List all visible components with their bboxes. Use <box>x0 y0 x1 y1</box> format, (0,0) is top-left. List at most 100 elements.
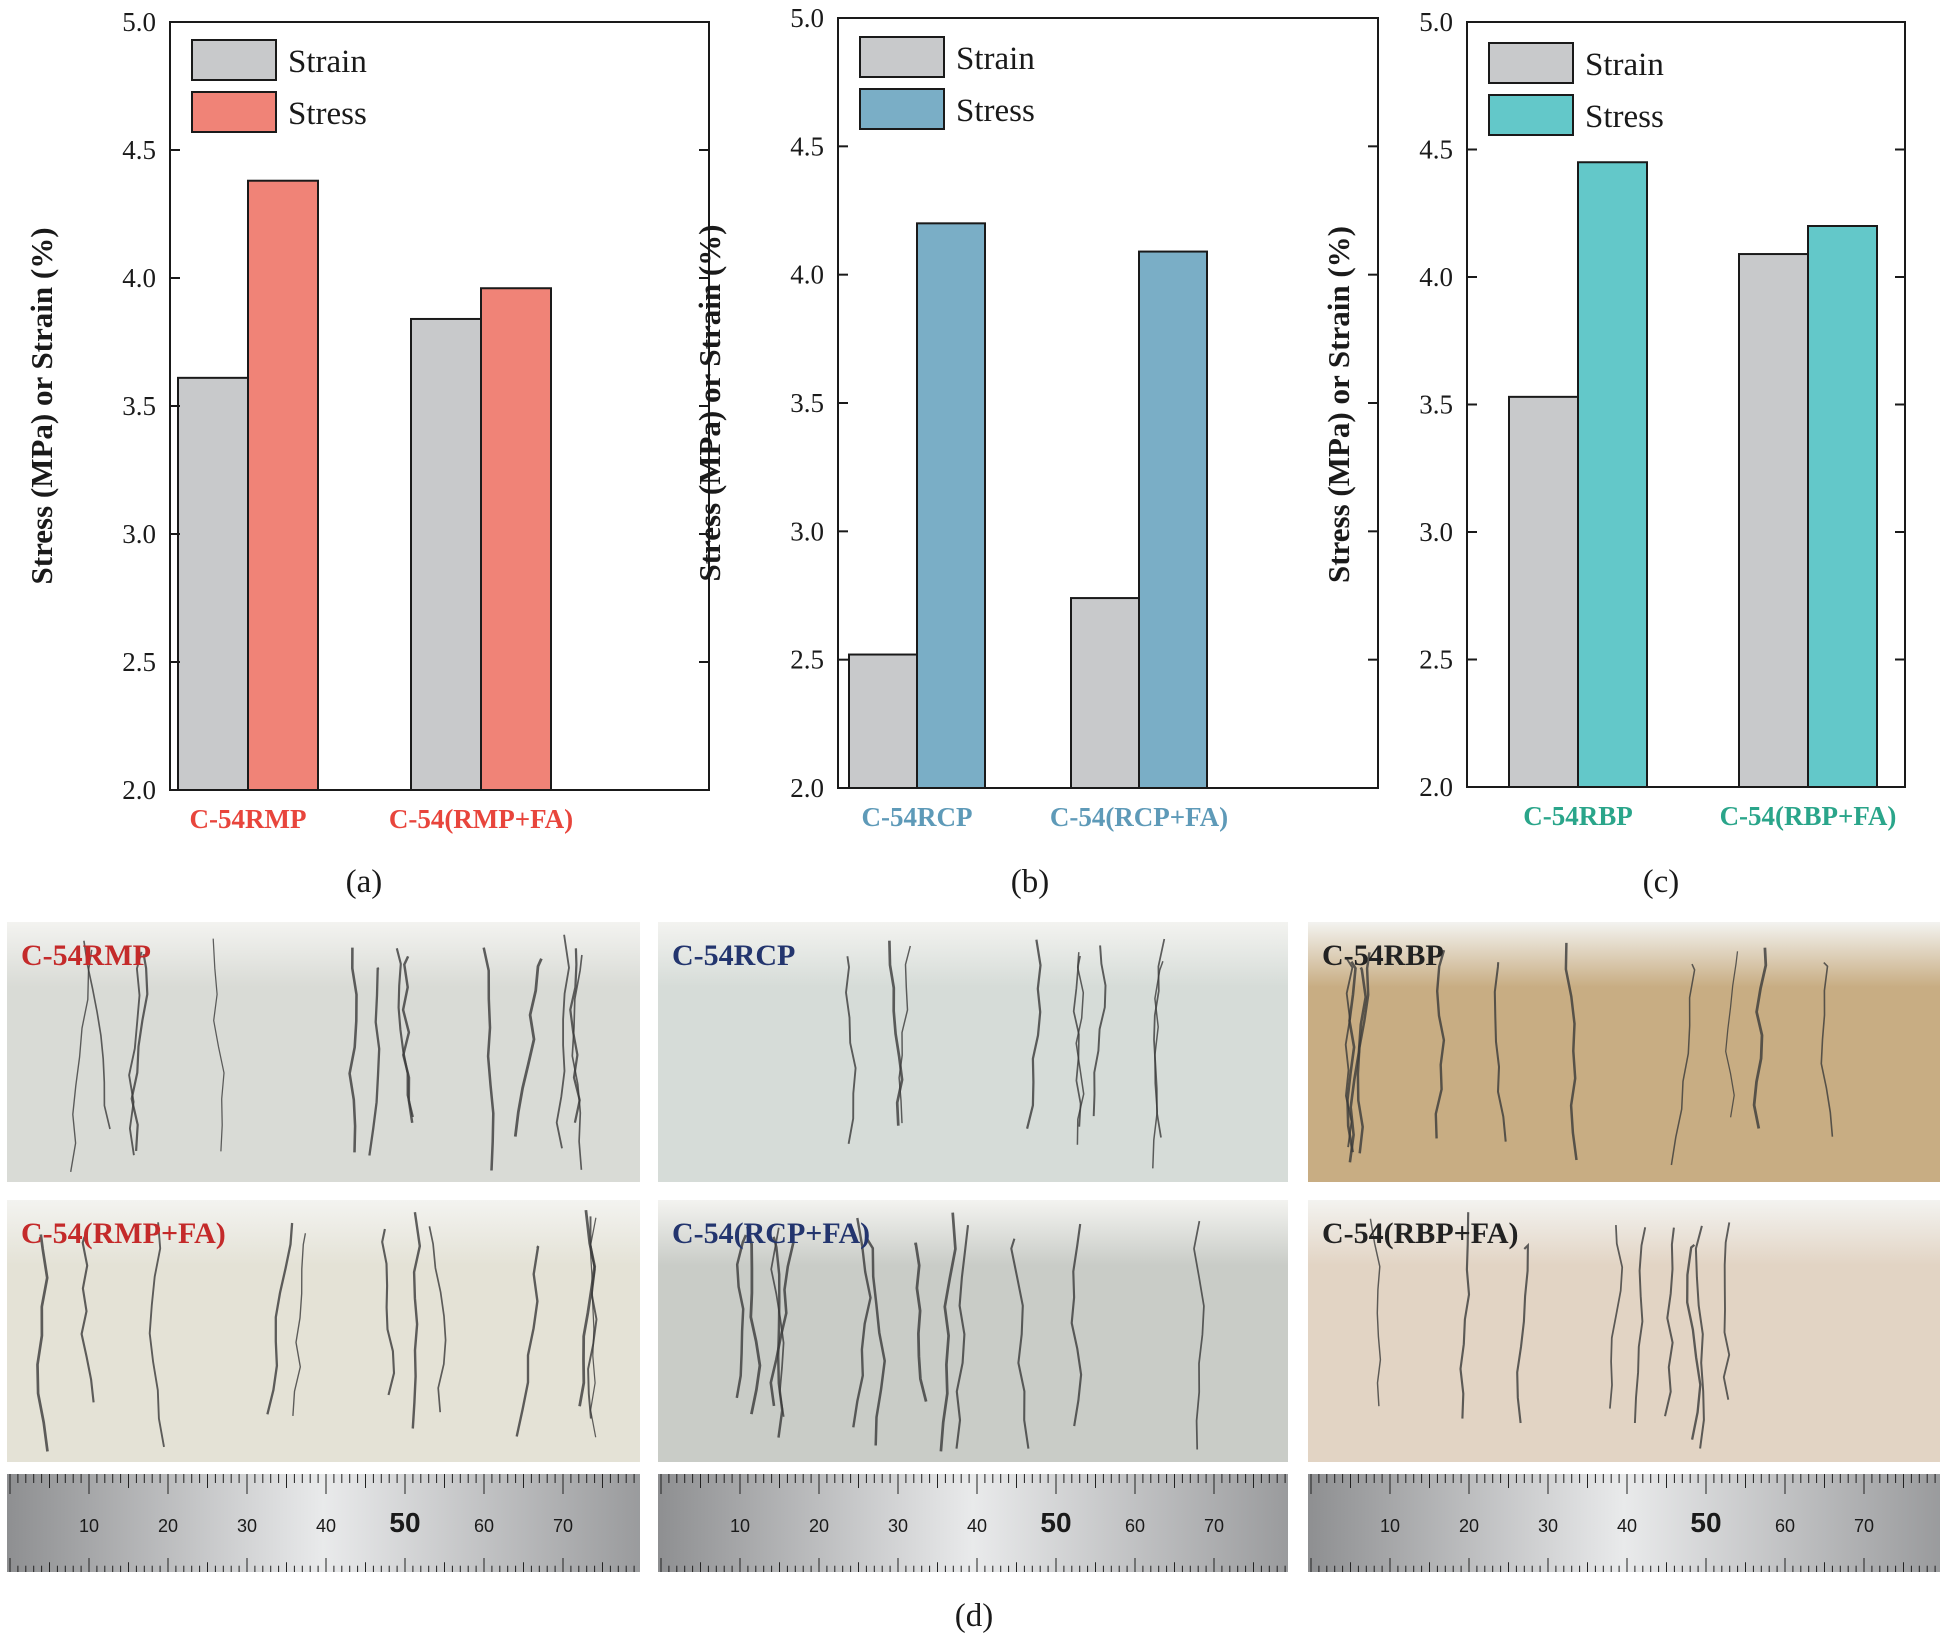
crack-line <box>1752 947 1768 1129</box>
crack-line <box>735 1234 748 1399</box>
ruler-number: 10 <box>1380 1516 1400 1536</box>
ruler-number: 40 <box>967 1516 987 1536</box>
crack-line <box>914 1242 928 1402</box>
x-category-label: C-54RMP <box>190 804 307 834</box>
crack-line <box>1664 1227 1675 1417</box>
ruler-number: 20 <box>1459 1516 1479 1536</box>
y-tick-label: 3.0 <box>122 519 156 549</box>
crack-line <box>1694 1225 1705 1449</box>
legend-label-stress: Stress <box>1585 99 1664 135</box>
crack-line <box>292 1233 307 1416</box>
y-axis-label: Stress (MPa) or Strain (%) <box>692 224 727 581</box>
y-tick-label: 3.0 <box>790 516 824 546</box>
bar-strain-1 <box>848 653 918 789</box>
crack-line <box>266 1222 294 1415</box>
crack-line <box>1070 1223 1083 1427</box>
legend-swatch-strain <box>191 39 277 81</box>
crack-line <box>1072 955 1082 1127</box>
crack-line <box>401 955 414 1123</box>
chart-panel-2: C-54RCP C-54(RCP+FA) 2.0 2.5 3.0 3.5 4.0 4.5 5.0… <box>692 3 1379 900</box>
crack-line <box>852 1217 872 1428</box>
crack-line <box>746 1226 762 1415</box>
chart-panel-3: C-54RBP C-54(RBP+FA) 2.0 2.5 3.0 3.5 4.0 4.5 5.0… <box>1321 7 1906 900</box>
y-tick-label: 2.0 <box>122 775 156 805</box>
crack-line <box>428 1226 447 1413</box>
legend-label-strain: Strain <box>1585 47 1664 83</box>
y-tick-label: 4.0 <box>790 260 824 290</box>
specimen-label: C-54(RBP+FA) <box>1322 1217 1519 1250</box>
crack-line <box>1670 963 1696 1166</box>
crack-line <box>1725 951 1739 1118</box>
y-tick-label: 2.5 <box>790 645 824 675</box>
crack-line <box>845 956 857 1144</box>
ruler-number: 20 <box>809 1516 829 1536</box>
crack-line <box>36 1234 49 1452</box>
crack-line <box>866 1239 886 1446</box>
crack-line <box>1493 962 1507 1142</box>
crack-line <box>381 1228 396 1396</box>
crack-line <box>589 1217 597 1438</box>
x-category-label: C-54(RCP+FA) <box>1050 802 1228 832</box>
bar-stress-1 <box>1577 161 1648 788</box>
specimen-surface <box>7 922 640 1182</box>
crack-line <box>80 1236 95 1403</box>
ruler-number: 70 <box>1204 1516 1224 1536</box>
crack-line <box>1516 1242 1529 1424</box>
specimen-surface <box>7 1200 640 1462</box>
specimen-surface <box>1308 1200 1940 1462</box>
x-category-label: C-54RCP <box>862 802 973 832</box>
specimen-photo: C-54(RBP+FA) <box>1308 1200 1940 1462</box>
legend-swatch-stress <box>191 91 277 133</box>
ruler: 10 20 30 40 50 60 70 <box>7 1474 640 1572</box>
y-tick-label: 3.5 <box>1419 390 1453 420</box>
specimen-label: C-54RCP <box>672 939 795 972</box>
specimen-photo: C-54(RMP+FA) <box>7 1200 640 1462</box>
specimen-label: C-54(RCP+FA) <box>672 1217 870 1250</box>
crack-line <box>1686 1243 1702 1440</box>
y-tick-label: 3.0 <box>1419 517 1453 547</box>
ruler-number: 10 <box>79 1516 99 1536</box>
crack-line <box>587 1216 598 1419</box>
ruler-body <box>7 1474 640 1572</box>
bar-strain-2 <box>410 317 482 791</box>
y-tick-label: 5.0 <box>1419 7 1453 37</box>
crack-line <box>515 1245 540 1437</box>
crack-line <box>130 953 149 1151</box>
crack-line <box>1459 1212 1471 1419</box>
legend-label-stress: Stress <box>288 96 367 132</box>
ruler-number: 60 <box>1775 1516 1795 1536</box>
crack-line <box>83 940 111 1130</box>
crack-line <box>128 951 143 1156</box>
crack-line <box>1633 1227 1647 1424</box>
specimen-surface <box>1308 922 1940 1182</box>
crack-line <box>1153 938 1166 1138</box>
crack-line <box>939 1212 957 1452</box>
ruler-number: 30 <box>237 1516 257 1536</box>
ruler-number: 50 <box>389 1507 420 1538</box>
specimen-label: C-54RMP <box>21 939 151 972</box>
bar-stress-1 <box>916 222 986 790</box>
crack-line <box>571 954 583 1170</box>
ruler-number: 50 <box>1040 1507 1071 1538</box>
y-axis-label: Stress (MPa) or Strain (%) <box>24 227 59 584</box>
panel-label: (b) <box>1011 864 1049 900</box>
specimen-surface <box>658 1200 1288 1462</box>
legend-swatch-strain <box>859 36 945 78</box>
y-tick-label: 5.0 <box>790 3 824 33</box>
crack-line <box>1026 939 1042 1129</box>
crack-line <box>1346 961 1357 1153</box>
legend-swatch-stress <box>859 88 945 130</box>
crack-line <box>1010 1238 1030 1449</box>
legend-swatch-strain <box>1488 42 1574 84</box>
ruler-body <box>658 1474 1288 1572</box>
ruler-number: 40 <box>1617 1516 1637 1536</box>
y-tick-label: 2.5 <box>1419 645 1453 675</box>
crack-line <box>1092 945 1107 1117</box>
ruler-body <box>1308 1474 1940 1572</box>
ruler-number: 70 <box>1854 1516 1874 1536</box>
legend-label-strain: Strain <box>956 41 1035 77</box>
ruler-number: 60 <box>474 1516 494 1536</box>
crack-line <box>212 938 225 1152</box>
y-tick-label: 2.5 <box>122 647 156 677</box>
